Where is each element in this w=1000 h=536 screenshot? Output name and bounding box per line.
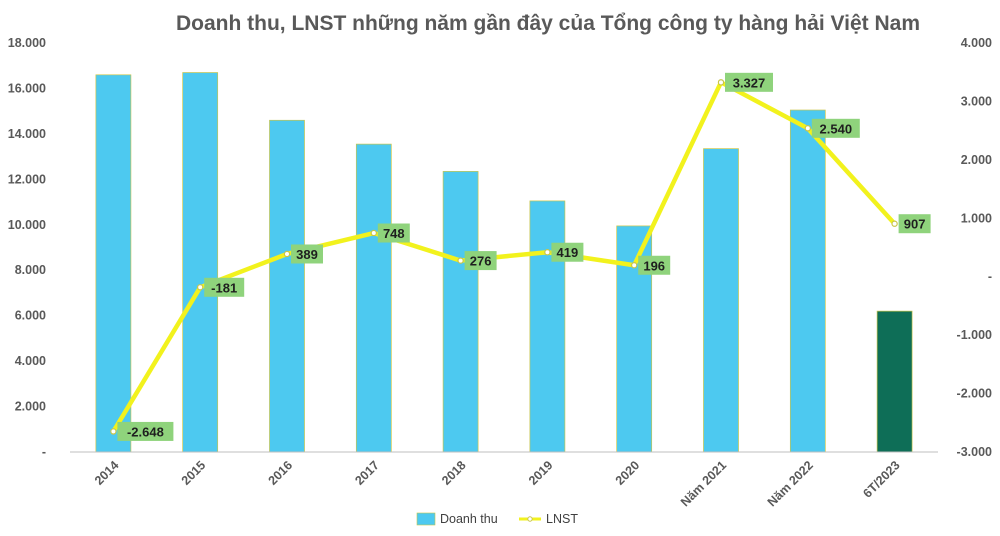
x-tick-label: 2017 (352, 458, 382, 488)
left-axis-tick-label: 10.000 (8, 218, 46, 232)
legend-swatch-revenue (416, 512, 436, 526)
profit-point (196, 284, 204, 291)
profit-line-series (110, 79, 898, 435)
profit-label-bg (204, 277, 245, 297)
x-tick-label: Năm 2022 (765, 458, 816, 509)
left-axis-tick-label: 2.000 (15, 400, 46, 414)
bar-2019 (529, 200, 566, 453)
right-axis-tick-label: -3.000 (957, 445, 992, 459)
profit-point (110, 428, 117, 435)
profit-data-label: 2.540 (820, 121, 853, 136)
left-axis-tick-label: 8.000 (15, 263, 46, 277)
profit-point (544, 249, 551, 256)
revenue-bars (95, 72, 913, 453)
profit-data-label: 389 (296, 247, 318, 262)
profit-data-labels: -2.648 -181 389 748 276 419 196 3.327 2.540 907 (117, 72, 931, 441)
x-tick-label: 6T/2023 (860, 458, 902, 500)
bar-n-m-2021 (703, 148, 739, 453)
profit-data-label: 3.327 (733, 75, 766, 90)
profit-label-bg (811, 118, 860, 138)
profit-data-label: 196 (643, 258, 665, 273)
profit-data-label: 419 (557, 245, 579, 260)
right-axis-tick-label: -2.000 (957, 387, 992, 401)
bar-6t-2023 (876, 310, 913, 453)
right-axis-tick-label: 1.000 (961, 211, 992, 225)
bar-2016 (269, 119, 305, 453)
legend-swatch-profit-marker (527, 516, 533, 522)
left-axis-tick-label: - (42, 445, 46, 459)
bar-2014 (95, 74, 132, 453)
bar-2017 (355, 143, 392, 453)
x-tick-label: 2020 (613, 458, 643, 488)
left-axis-tick-label: 16.000 (8, 81, 46, 95)
profit-point (631, 262, 638, 269)
profit-point (283, 250, 291, 258)
profit-label-bg (464, 251, 497, 271)
right-axis-tick-label: 3.000 (961, 94, 992, 108)
legend: Doanh thu LNST (416, 512, 578, 526)
legend-label-revenue: Doanh thu (440, 512, 498, 526)
x-tick-label: 2019 (526, 458, 556, 488)
profit-point (804, 125, 812, 132)
right-axis-tick-label: 2.000 (961, 153, 992, 167)
profit-label-bg (291, 244, 323, 264)
profit-label-bg (725, 72, 773, 92)
x-tick-label: 2014 (92, 458, 122, 488)
profit-label-bg (638, 255, 671, 275)
profit-label-bg (377, 223, 410, 243)
profit-label-bg (551, 242, 584, 262)
profit-point (370, 229, 377, 237)
profit-data-label: -2.648 (127, 424, 164, 439)
left-axis-tick-label: 4.000 (15, 354, 46, 368)
left-axis-tick-label: 14.000 (8, 127, 46, 141)
profit-data-label: 276 (470, 254, 492, 269)
profit-point (717, 79, 725, 86)
left-axis-tick-label: 12.000 (8, 172, 46, 186)
x-tick-label: 2018 (439, 458, 469, 488)
bar-2015 (182, 72, 219, 453)
x-tick-label: Năm 2021 (678, 458, 729, 509)
profit-label-bg (117, 421, 174, 441)
profit-data-label: 748 (383, 226, 405, 241)
left-y-axis: - 2.000 4.000 6.000 8.000 10.000 12.000 14.000 1… (8, 36, 46, 459)
profit-label-bg (898, 214, 931, 234)
profit-data-label: 907 (904, 217, 926, 232)
x-axis-tick-labels: 2014 2015 2016 2017 2018 2019 2020 Năm 2021 Năm … (92, 458, 903, 509)
profit-data-label: -181 (211, 280, 237, 295)
profit-point (457, 257, 464, 264)
profit-line (111, 80, 897, 434)
legend-label-profit: LNST (546, 512, 578, 526)
x-tick-label: 2015 (179, 458, 209, 488)
left-axis-tick-label: 18.000 (8, 36, 46, 50)
chart-title: Doanh thu, LNST những năm gần đây của Tổ… (176, 12, 920, 35)
x-tick-label: 2016 (266, 458, 296, 488)
right-axis-tick-label: -1.000 (957, 328, 992, 342)
bar-2018 (442, 171, 479, 453)
profit-point (891, 220, 898, 227)
right-axis-tick-label: - (988, 270, 992, 284)
right-axis-tick-label: 4.000 (961, 36, 992, 50)
left-axis-tick-label: 6.000 (15, 309, 46, 323)
bar-n-m-2022 (789, 109, 826, 453)
